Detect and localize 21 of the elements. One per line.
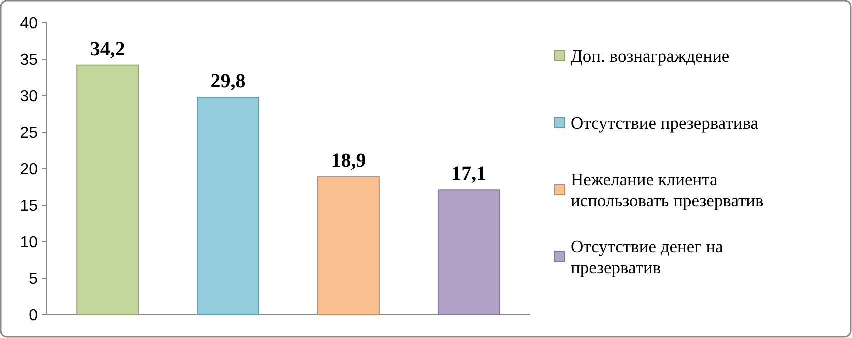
y-tick-label: 40	[20, 16, 38, 33]
y-tick-label: 30	[20, 88, 38, 106]
y-tick-label: 10	[20, 234, 38, 252]
data-label: 17,1	[452, 163, 487, 186]
legend-label: Отсутствие денег на презерватив	[571, 236, 724, 278]
y-tick-label: 20	[20, 162, 38, 179]
bar	[318, 176, 380, 316]
y-tick-label: 5	[29, 271, 38, 288]
legend-label: Отсутствие презерватива	[571, 113, 759, 133]
bar	[197, 96, 260, 316]
data-label: 29,8	[210, 70, 246, 92]
y-tick-label: 15	[20, 198, 38, 216]
y-tick-label: 25	[20, 125, 38, 142]
legend-label: Доп. вознаграждение	[571, 46, 730, 66]
y-tick-label: 0	[29, 308, 38, 325]
data-label: 18,9	[331, 150, 366, 172]
bar	[76, 64, 140, 316]
legend-label: Нежелание клиента использовать презерватив	[571, 170, 764, 210]
bar	[438, 190, 500, 316]
y-tick-label: 35	[20, 52, 38, 70]
data-label: 34,2	[90, 38, 126, 60]
